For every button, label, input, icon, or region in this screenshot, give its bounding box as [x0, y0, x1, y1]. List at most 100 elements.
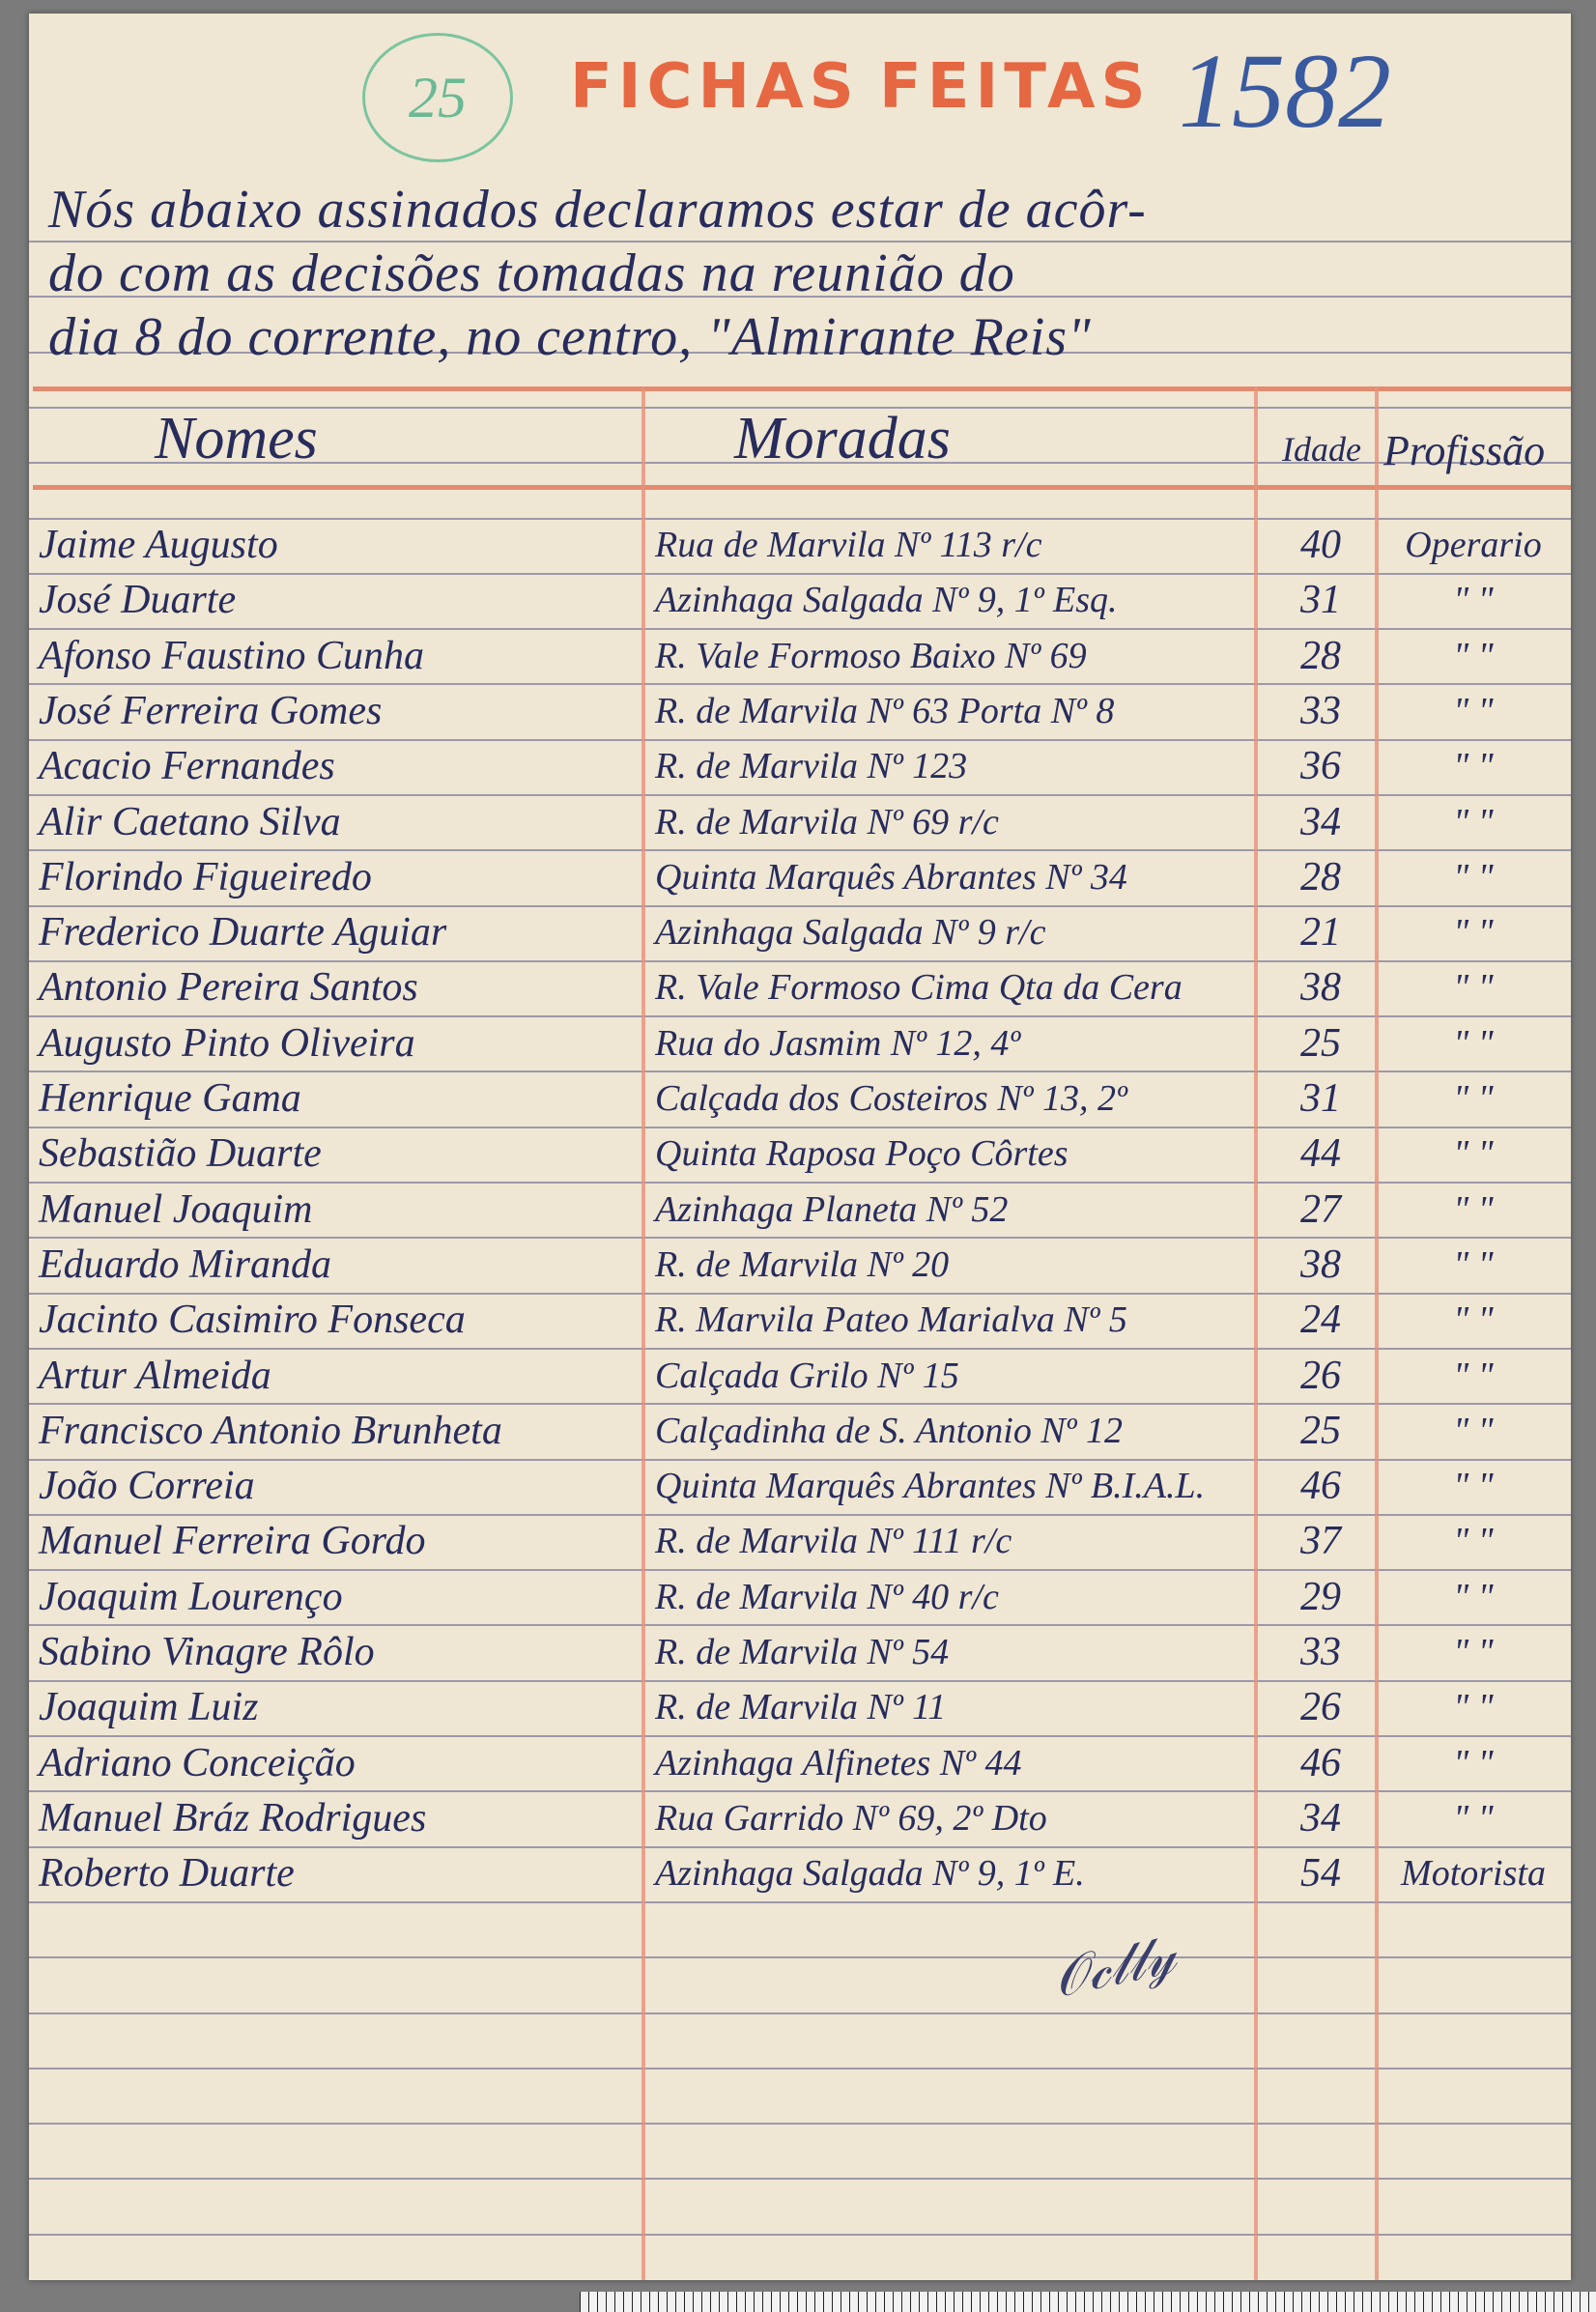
table-row: João Correia Quinta Marquês Abrantes Nº B… [29, 1459, 1571, 1514]
profession-cell: " " [1453, 1133, 1494, 1175]
intro-line-2: do com as decisões tomadas na reunião do [48, 243, 1015, 303]
table-row: José Duarte Azinhaga Salgada Nº 9, 1º Esq… [29, 573, 1571, 628]
ruled-line [29, 1070, 1571, 1072]
age-cell: 21 [1300, 910, 1341, 956]
ruled-line [29, 462, 1571, 464]
address-cell: Azinhaga Salgada Nº 9, 1º E. [655, 1853, 1085, 1895]
profession-cell: " " [1453, 1687, 1494, 1728]
ruled-line [29, 1569, 1571, 1571]
ruled-line [29, 1680, 1571, 1682]
name-cell: Joaquim Lourenço [39, 1574, 343, 1619]
ruled-line [29, 739, 1571, 741]
address-cell: Rua Garrido Nº 69, 2º Dto [655, 1797, 1047, 1839]
name-cell: Manuel Bráz Rodrigues [39, 1795, 427, 1841]
profession-cell: " " [1453, 1410, 1494, 1451]
table-row: Henrique Gama Calçada dos Costeiros Nº 13… [29, 1071, 1571, 1127]
address-cell: Quinta Marquês Abrantes Nº B.I.A.L. [655, 1466, 1206, 1507]
name-cell: Roberto Duarte [39, 1851, 295, 1897]
name-cell: Francisco Antonio Brunheta [39, 1408, 502, 1453]
table-row: Acacio Fernandes R. de Marvila Nº 123 36 " … [29, 739, 1571, 794]
profession-cell: " " [1453, 912, 1494, 954]
name-cell: Alir Caetano Silva [39, 799, 341, 844]
address-cell: R. de Marvila Nº 11 [655, 1687, 947, 1728]
profession-cell: " " [1453, 1742, 1494, 1784]
profession-cell: " " [1453, 967, 1494, 1009]
age-cell: 31 [1300, 1076, 1341, 1121]
header-names: Nomes [155, 406, 318, 471]
table-row: Joaquim Luiz R. de Marvila Nº 11 26 " " [29, 1680, 1571, 1735]
ruled-line [29, 407, 1571, 409]
table-row: Florindo Figueiredo Quinta Marquês Abrant… [29, 850, 1571, 905]
ruled-line [29, 1237, 1571, 1239]
profession-cell: Operario [1405, 525, 1542, 565]
table-row: Augusto Pinto Oliveira Rua do Jasmim Nº 1… [29, 1016, 1571, 1071]
address-cell: Calçada Grilo Nº 15 [655, 1355, 959, 1396]
profession-cell: " " [1453, 1188, 1494, 1230]
profession-cell: " " [1453, 1576, 1494, 1617]
column-divider [1254, 386, 1258, 2280]
address-cell: R. Vale Formoso Cima Qta da Cera [655, 967, 1183, 1009]
name-cell: Sabino Vinagre Rôlo [39, 1630, 375, 1674]
age-cell: 34 [1300, 1795, 1341, 1841]
address-cell: R. de Marvila Nº 63 Porta Nº 8 [655, 690, 1115, 731]
ruled-line [29, 241, 1571, 243]
profession-cell: " " [1453, 856, 1494, 898]
ruled-line [29, 2012, 1571, 2014]
signature: 𝒪𝒸𝓁𝓁𝓎 [1047, 1925, 1182, 2010]
name-cell: Henrique Gama [39, 1076, 301, 1121]
ruled-line [29, 1514, 1571, 1516]
age-cell: 28 [1300, 854, 1341, 899]
address-cell: R. de Marvila Nº 111 r/c [655, 1521, 1012, 1562]
table-row: Manuel Joaquim Azinhaga Planeta Nº 52 27 " … [29, 1183, 1571, 1238]
ruled-line [29, 683, 1571, 685]
table-row: Adriano Conceição Azinhaga Alfinetes Nº 4… [29, 1736, 1571, 1791]
address-cell: Azinhaga Planeta Nº 52 [655, 1188, 1009, 1230]
ruled-line [29, 1015, 1571, 1017]
scale-ruler [580, 2292, 1596, 2312]
ruled-line [29, 2178, 1571, 2180]
ruled-line [29, 296, 1571, 298]
intro-line-3: dia 8 do corrente, no centro, "Almirante… [48, 307, 1092, 367]
age-cell: 34 [1300, 799, 1341, 844]
ruled-line [29, 1846, 1571, 1848]
age-cell: 24 [1300, 1298, 1341, 1343]
age-cell: 38 [1300, 965, 1341, 1011]
age-cell: 44 [1300, 1131, 1341, 1177]
table-row: José Ferreira Gomes R. de Marvila Nº 63 P… [29, 684, 1571, 739]
table-row: Francisco Antonio Brunheta Calçadinha de … [29, 1404, 1571, 1459]
header-addresses: Moradas [734, 406, 951, 471]
ruled-line [29, 1293, 1571, 1295]
profession-cell: " " [1453, 1078, 1494, 1119]
table-row: Roberto Duarte Azinhaga Salgada Nº 9, 1º … [29, 1846, 1571, 1901]
table-row: Sebastião Duarte Quinta Raposa Poço Côrte… [29, 1127, 1571, 1182]
ruled-line [29, 1127, 1571, 1128]
table-row: Eduardo Miranda R. de Marvila Nº 20 38 " " [29, 1238, 1571, 1293]
age-cell: 37 [1300, 1519, 1341, 1564]
header-rule-top [33, 386, 1571, 391]
ruled-line [29, 2123, 1571, 2125]
profession-cell: " " [1453, 1521, 1494, 1562]
ruled-line [29, 352, 1571, 354]
name-cell: Eduardo Miranda [39, 1242, 331, 1287]
address-cell: Rua do Jasmim Nº 12, 4º [655, 1022, 1021, 1064]
profession-cell: " " [1453, 1299, 1494, 1341]
name-cell: João Correia [39, 1464, 255, 1509]
age-cell: 28 [1300, 633, 1341, 678]
address-cell: Azinhaga Alfinetes Nº 44 [655, 1742, 1022, 1784]
age-cell: 33 [1300, 1630, 1341, 1674]
profession-cell: " " [1453, 690, 1494, 731]
ruled-line [29, 1956, 1571, 1958]
profession-cell: " " [1453, 635, 1494, 676]
stamp-fichas: FICHAS [570, 51, 860, 123]
address-cell: Azinhaga Salgada Nº 9, 1º Esq. [655, 580, 1118, 621]
address-cell: R. de Marvila Nº 40 r/c [655, 1576, 999, 1617]
ruled-line [29, 1735, 1571, 1737]
address-cell: Quinta Raposa Poço Côrtes [655, 1133, 1069, 1175]
profession-cell: " " [1453, 1022, 1494, 1064]
table-row: Jaime Augusto Rua de Marvila Nº 113 r/c 40… [29, 518, 1571, 573]
name-cell: Manuel Joaquim [39, 1186, 313, 1232]
address-cell: Calçadinha de S. Antonio Nº 12 [655, 1410, 1123, 1451]
circled-number: 25 [362, 33, 513, 162]
address-cell: Calçada dos Costeiros Nº 13, 2º [655, 1078, 1127, 1119]
table-row: Joaquim Lourenço R. de Marvila Nº 40 r/c 2… [29, 1570, 1571, 1625]
